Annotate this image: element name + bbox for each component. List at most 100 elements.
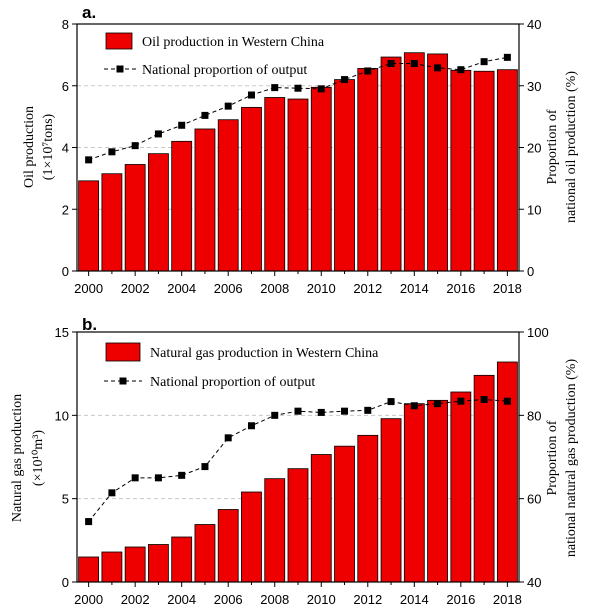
panel-b-proportion-point (387, 398, 395, 406)
panel-a-legend-line-label: National proportion of output (142, 63, 307, 78)
panel-b-left-tick-label: 10 (55, 408, 69, 423)
panel-b-proportion-point (294, 407, 302, 415)
panel-a-x-tick-label: 2014 (400, 281, 429, 296)
panel-b-proportion-point (224, 434, 232, 442)
panel-b-legend-bar-swatch (105, 342, 141, 362)
panel-b-bar (427, 399, 448, 583)
panel-b-legend-line-marker (119, 377, 127, 385)
panel-b-bar (78, 556, 100, 583)
panel-a-proportion-point (131, 142, 139, 150)
panel-a-x-tick-label: 2008 (260, 281, 289, 296)
panel-b-bar (334, 445, 355, 583)
panel-a-bar (287, 98, 309, 272)
panel-a-legend-bar-swatch (105, 32, 133, 50)
panel-b-right-tick-label: 80 (527, 408, 541, 423)
panel-b-legend-bar-label: Natural gas production in Western China (150, 346, 379, 361)
panel-b-x-tick-label: 2012 (353, 592, 382, 607)
panel-a-proportion-point (108, 148, 116, 156)
panel-a-bar (357, 68, 379, 272)
panel-b-x-tick-label: 2002 (121, 592, 150, 607)
panel-a-x-tick-label: 2000 (74, 281, 103, 296)
panel-a-right-axis-title-2: national oil production (%) (564, 71, 579, 223)
panel-a-proportion-point (154, 130, 162, 138)
panel-a-bar (450, 69, 472, 272)
panel-b-bar (124, 546, 146, 583)
panel-a-left-tick-label: 2 (62, 202, 69, 217)
panel-a-left-axis-title-1: Oil production (22, 106, 37, 188)
panel-b-bar (403, 403, 425, 583)
panel-b-proportion-point (503, 397, 511, 405)
panel-a-bar (78, 180, 100, 272)
panel-b-left-tick-label: 5 (62, 492, 69, 507)
panel-b-proportion-point (131, 474, 139, 482)
panel-b-bar (217, 509, 239, 583)
panel-b-proportion-point (247, 422, 255, 430)
panel-b-x-tick-label: 2014 (400, 592, 429, 607)
panel-a-x-tick-label: 2010 (307, 281, 336, 296)
panel-a-left-tick-label: 6 (62, 79, 69, 94)
panel-b-bar (148, 544, 169, 583)
panel-b-proportion-point (317, 408, 325, 416)
panel-b-proportion-point (457, 397, 465, 405)
panel-a-left-tick-label: 0 (62, 264, 69, 279)
panel-a-x-tick-label: 2012 (353, 281, 382, 296)
panel-b-bar (171, 536, 193, 583)
panel-a-proportion-point (294, 84, 302, 92)
panel-b-bar (310, 454, 332, 583)
panel-b-proportion-point (85, 518, 93, 526)
panel-a-bar (496, 69, 518, 272)
panel-a-proportion-point (480, 58, 488, 66)
panel-a-bar (380, 56, 402, 272)
panel-a-bar (194, 128, 216, 272)
panel-a-proportion-point (341, 76, 349, 84)
panel-b-bar (496, 361, 518, 583)
panel-a-bar (310, 86, 332, 272)
panel-a-bar (101, 173, 123, 272)
panel-a-right-tick-label: 0 (527, 264, 534, 279)
panel-b-right-tick-label: 40 (527, 575, 541, 590)
panel-a-x-tick-label: 2006 (214, 281, 243, 296)
panel-b-proportion-point (108, 489, 116, 497)
panel-b-bar (101, 551, 123, 583)
panel-b-proportion-point (410, 402, 418, 410)
panel-a-proportion-point (457, 66, 465, 74)
panel-a-proportion-point (178, 121, 186, 129)
panel-a-bar (427, 53, 448, 272)
panel-b-legend-line-label: National proportion of output (150, 375, 315, 390)
panel-a-proportion-point (247, 91, 255, 99)
panel-b-label: b. (82, 315, 97, 334)
panel-a-x-tick-label: 2002 (121, 281, 150, 296)
panel-a-right-tick-label: 30 (527, 79, 541, 94)
panel-b-x-tick-label: 2010 (307, 592, 336, 607)
panel-a-bar (148, 153, 169, 272)
panel-b-bar (450, 391, 472, 583)
panel-b-proportion-point (341, 407, 349, 415)
panel-a-right-tick-label: 10 (527, 202, 541, 217)
panel-b-x-tick-label: 2016 (446, 592, 475, 607)
panel-b-right-tick-label: 60 (527, 492, 541, 507)
panel-b-right-axis-title-2: national natural gas production (%) (564, 359, 579, 558)
panel-b-proportion-point (434, 400, 442, 408)
panel-b-x-tick-label: 2004 (167, 592, 196, 607)
panel-a-proportion-point (364, 67, 372, 75)
panel-a-proportion-point (317, 85, 325, 93)
panel-a-x-tick-label: 2018 (493, 281, 522, 296)
panel-b-right-tick-label: 100 (527, 325, 549, 340)
panel-b-x-tick-label: 2000 (74, 592, 103, 607)
panel-b-left-tick-label: 15 (55, 325, 69, 340)
panel-b-bar (380, 418, 402, 583)
panel-a-bar (241, 106, 262, 272)
panel-b-bar (287, 468, 309, 583)
panel-a-proportion-point (85, 156, 93, 164)
panel-a-left-tick-label: 4 (62, 141, 69, 156)
panel-b-proportion-point (271, 411, 279, 419)
panel-b-bar (241, 491, 262, 583)
panel-a-right-axis-title-1: Proportion of (545, 109, 560, 184)
panel-a-proportion-point (410, 60, 418, 68)
panel-a-legend-line-marker (116, 65, 124, 73)
panel-b-bar (264, 478, 286, 583)
panel-a-right-tick-label: 20 (527, 141, 541, 156)
panel-a-legend-bar-label: Oil production in Western China (142, 35, 325, 50)
panel-a-bar (264, 97, 286, 272)
